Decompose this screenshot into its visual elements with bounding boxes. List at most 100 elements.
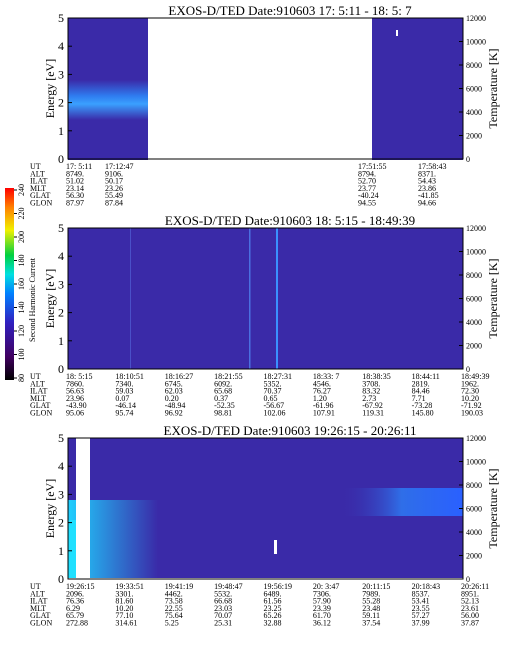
table-cell: -67.92 [362, 401, 383, 410]
y-axis-label: Energy [eV] [43, 59, 57, 118]
table-cell: 72.30 [461, 387, 479, 396]
table-cell: -56.67 [264, 401, 285, 410]
colorbar-tick-label: 240 [17, 184, 26, 196]
colorbar-label: Second Harmonic Current [28, 257, 37, 342]
table-cell: 314.61 [115, 619, 137, 628]
y-tick-label: 1 [58, 334, 64, 348]
table-cell: 1.20 [313, 394, 327, 403]
table-cell: 18:49:39 [461, 372, 489, 381]
row-label: ILAT [30, 597, 47, 606]
table-cell: 70.07 [214, 611, 232, 620]
table-cell: 20:26:11 [461, 582, 489, 591]
table-cell: 23.25 [264, 604, 282, 613]
table-cell: -52.35 [214, 401, 235, 410]
table-cell: 57.90 [313, 597, 331, 606]
y2-tick-label: 10000 [466, 248, 486, 257]
table-cell: 32.88 [264, 619, 282, 628]
table-cell: 56.63 [66, 387, 84, 396]
row-label: GLON [30, 619, 52, 628]
table-cell: 94.66 [418, 199, 436, 208]
row-label: ILAT [30, 177, 47, 186]
y2-axis-label: Temperature [K] [486, 48, 500, 128]
table-cell: -46.14 [115, 401, 136, 410]
table-cell: 36.12 [313, 619, 331, 628]
table-cell: 7340. [115, 379, 133, 388]
y-tick-label: 0 [58, 362, 64, 376]
table-cell: 6489. [264, 589, 282, 598]
table-cell: 19:41:19 [165, 582, 193, 591]
table-cell: 62.03 [165, 387, 183, 396]
table-cell: 56.30 [66, 191, 84, 200]
table-cell: 4462. [165, 589, 183, 598]
table-cell: -40.24 [358, 191, 379, 200]
table-cell: 102.06 [264, 409, 286, 418]
table-cell: 19:48:47 [214, 582, 242, 591]
table-cell: 37.99 [412, 619, 430, 628]
table-cell: 66.68 [214, 597, 232, 606]
table-cell: 6745. [165, 379, 183, 388]
table-cell: -61.96 [313, 401, 334, 410]
spectrogram-1 [68, 18, 463, 160]
table-cell: 18:21:55 [214, 372, 242, 381]
table-cell: 23.48 [362, 604, 380, 613]
y2-tick-label: 8000 [466, 271, 482, 280]
table-cell: 18:33: 7 [313, 372, 339, 381]
table-cell: 55.28 [362, 597, 380, 606]
table-cell: 3301. [115, 589, 133, 598]
table-cell: 56.00 [461, 611, 479, 620]
y-tick-label: 2 [58, 306, 64, 320]
table-cell: 37.54 [362, 619, 380, 628]
table-cell: 61.70 [313, 611, 331, 620]
table-cell: 8749. [66, 169, 84, 178]
colorbar-tick-label: 220 [17, 208, 26, 220]
row-label: ALT [30, 169, 45, 178]
table-cell: 18:38:35 [362, 372, 390, 381]
table-cell: 51.02 [66, 177, 84, 186]
table-cell: 53.41 [412, 597, 430, 606]
row-label: MLT [30, 604, 46, 613]
table-cell: 119.31 [362, 409, 384, 418]
table-cell: 84.46 [412, 387, 430, 396]
table-cell: 107.91 [313, 409, 335, 418]
table-cell: 23.86 [418, 184, 436, 193]
row-label: GLAT [30, 191, 51, 200]
table-cell: 18:16:27 [165, 372, 193, 381]
y-tick-label: 3 [58, 67, 64, 81]
row-label: UT [30, 162, 41, 171]
table-cell: 23.96 [66, 394, 84, 403]
table-cell: 76.36 [66, 597, 84, 606]
y-tick-label: 0 [58, 572, 64, 586]
table-cell: 0.65 [264, 394, 278, 403]
table-cell: 9106. [105, 169, 123, 178]
row-label: ALT [30, 589, 45, 598]
table-cell: 0.20 [165, 394, 179, 403]
y2-tick-label: 10000 [466, 38, 486, 47]
table-cell: 7989. [362, 589, 380, 598]
table-cell: 18:44:11 [412, 372, 440, 381]
table-cell: 95.06 [66, 409, 84, 418]
table-cell: -71.92 [461, 401, 482, 410]
table-cell: 2819. [412, 379, 430, 388]
table-cell: 37.87 [461, 619, 479, 628]
colorbar [5, 188, 14, 380]
table-cell: 87.84 [105, 199, 123, 208]
colorbar-tick-label: 160 [17, 278, 26, 290]
table-cell: 98.81 [214, 409, 232, 418]
row-label: MLT [30, 184, 46, 193]
table-cell: 61.56 [264, 597, 282, 606]
table-cell: 145.80 [412, 409, 434, 418]
y-tick-label: 1 [58, 544, 64, 558]
table-cell: 17:51:55 [358, 162, 386, 171]
table-cell: 18:10:51 [115, 372, 143, 381]
table-cell: 17:12:47 [105, 162, 133, 171]
y2-tick-label: 10000 [466, 458, 486, 467]
table-cell: 55.49 [105, 191, 123, 200]
colorbar-tick-label: 120 [17, 325, 26, 337]
row-label: GLAT [30, 401, 51, 410]
y2-axis-label: Temperature [K] [486, 468, 500, 548]
table-cell: 23.55 [412, 604, 430, 613]
y-tick-label: 5 [58, 431, 64, 445]
y2-tick-label: 12000 [466, 224, 486, 233]
table-cell: 10.20 [115, 604, 133, 613]
